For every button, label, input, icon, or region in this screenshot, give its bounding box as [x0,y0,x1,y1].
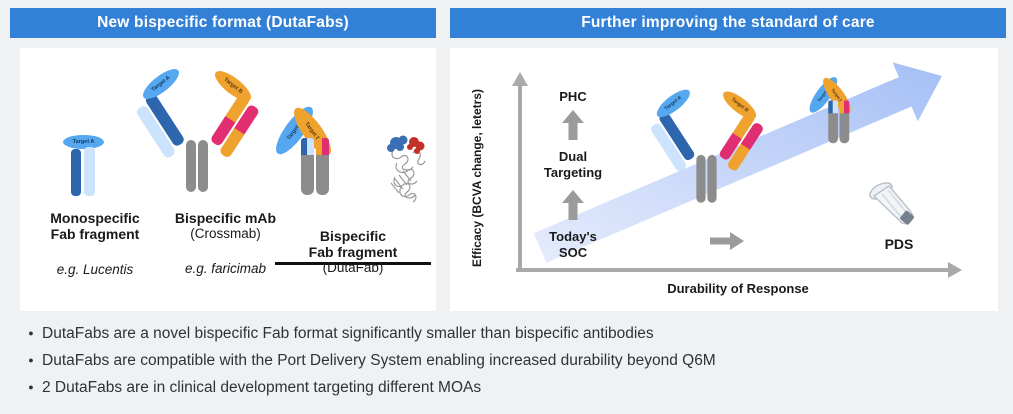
pds-label: PDS [884,236,914,252]
crossmab-stem-bar [186,140,196,192]
crossmab-diagram: Target A Target B [134,64,261,201]
protein-structure-image [387,135,426,203]
left-panel-header: New bispecific format (DutaFabs) [10,8,436,38]
fab-light-chain-bar [84,147,95,196]
bullet-marker: ● [28,382,34,392]
crossmab-stem-bar [198,140,208,192]
bullet-text: DutaFabs are compatible with the Port De… [42,352,716,369]
dutafab-bar [316,138,329,195]
y-axis-label: Efficacy (BCVA change, letetrs) [470,88,484,268]
crossmab-stem-bar [707,154,717,203]
crossmab-left-arm [132,92,190,160]
y-axis-arrowhead [512,72,528,86]
left-panel-header-title: New bispecific format (DutaFabs) [97,14,349,31]
crossmab-right-arm [206,91,264,160]
target-a-oval: Target A [63,135,104,149]
crossmab-on-trend-diagram: Target A Target B [649,85,765,211]
monospecific-name: Monospecific Fab fragment [50,210,140,242]
y-axis-line [518,84,522,272]
x-axis-arrowhead [948,262,962,278]
left-panel: Target A Monospecific Fab fragment e.g. … [20,48,436,311]
target-b-oval: Target B [210,66,256,106]
crossmab-caption: Bispecific mAb (Crossmab) e.g. faricimab [153,210,298,276]
bullet-item: ● 2 DutaFabs are in clinical development… [20,374,1000,401]
x-axis-label: Durability of Response [667,281,809,296]
bullet-marker: ● [28,328,34,338]
step-phc: PHC [559,89,587,104]
summary-bullet-list: ● DutaFabs are a novel bispecific Fab fo… [20,320,1000,401]
right-panel-header: Further improving the standard of care [450,8,1006,38]
up-arrow-icon [562,110,584,140]
up-arrow-icon [562,190,584,220]
dutafab-bar [828,100,838,144]
bullet-text: DutaFabs are a novel bispecific Fab form… [42,325,654,342]
right-panel: Efficacy (BCVA change, letetrs) Durabili… [450,48,998,311]
step-dual-targeting: Dual Targeting [543,149,603,180]
crossmab-example: e.g. faricimab [184,261,267,276]
monospecific-example: e.g. Lucentis [56,262,134,277]
dutafab-subname: (DutaFab) [322,260,384,275]
dutafab-caption-divider [275,262,431,265]
x-axis-line [516,268,950,272]
crossmab-name: Bispecific mAb [174,210,277,226]
dutafab-name: Bispecific Fab fragment [308,228,398,260]
crossmab-stem-bar [696,154,706,203]
crossmab-subname: (Crossmab) [190,226,261,241]
right-arrow-icon [710,232,744,250]
step-todays-soc: Today's SOC [549,229,597,260]
pds-device-image [869,182,914,225]
dutafab-bar [301,138,314,195]
fab-heavy-chain-bar [71,149,81,196]
dutafab-caption: Bispecific Fab fragment (DutaFab) [275,228,431,276]
dutafab-diagram: Target A Target B [266,92,346,197]
dutafab-on-trend-diagram: Target A Target B [802,66,862,145]
bullet-marker: ● [28,355,34,365]
bullet-item: ● DutaFabs are compatible with the Port … [20,347,1000,374]
right-panel-header-title: Further improving the standard of care [581,14,875,31]
bullet-text: 2 DutaFabs are in clinical development t… [42,379,482,396]
dutafab-bar [839,100,850,144]
bullet-item: ● DutaFabs are a novel bispecific Fab fo… [20,320,1000,347]
monospecific-caption: Monospecific Fab fragment e.g. Lucentis [20,210,170,277]
target-a-oval: Target A [138,64,184,104]
